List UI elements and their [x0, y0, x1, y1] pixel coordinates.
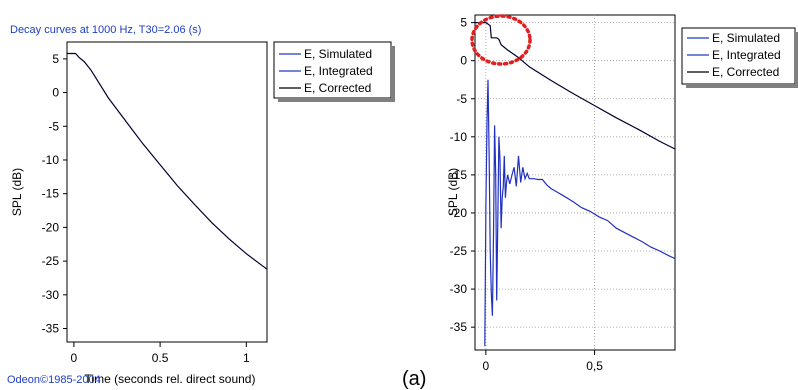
y-tick-label: -35	[42, 322, 60, 336]
right-series	[475, 22, 675, 347]
figure-caption: (a)	[402, 368, 426, 390]
series-line-e-simulated	[484, 79, 675, 347]
y-tick-label: 0	[460, 54, 467, 68]
left-x-axis-label: Time (seconds rel. direct sound)	[85, 372, 256, 386]
y-tick-label: -35	[450, 320, 468, 334]
x-tick-label: 0	[483, 359, 490, 373]
x-tick-label: 0.5	[152, 351, 169, 365]
left-y-axis-label: SPL (dB)	[10, 168, 24, 216]
y-tick-label: -30	[450, 282, 468, 296]
left-chart-title: Decay curves at 1000 Hz, T30=2.06 (s)	[10, 24, 201, 36]
y-tick-label: 5	[52, 52, 59, 66]
y-tick-label: 5	[460, 16, 467, 30]
x-tick-label: 0,5	[586, 359, 603, 373]
y-tick-label: -10	[450, 130, 468, 144]
left-x-ticks: 0 0.5 1	[71, 342, 250, 365]
series-line-e-corrected	[475, 22, 675, 150]
left-chart: Decay curves at 1000 Hz, T30=2.06 (s) 5 0…	[7, 24, 395, 386]
y-tick-label: -25	[450, 244, 468, 258]
y-tick-label: 0	[52, 86, 59, 100]
y-tick-label: -20	[450, 206, 468, 220]
x-tick-label: 1	[243, 351, 250, 365]
y-tick-label: -15	[42, 187, 60, 201]
left-y-ticks: 5 0 -5 -10 -15 -20 -25 -30 -35	[42, 52, 67, 336]
right-chart: 50-5-10-15-20-25-30-35 0 0,5 SPL (dB) E, …	[446, 14, 798, 373]
right-plot-area	[474, 14, 676, 351]
legend-label-corrected: E, Corrected	[712, 65, 779, 79]
legend-label-integrated: E, Integrated	[304, 64, 373, 78]
y-tick-label: -5	[48, 119, 59, 133]
y-tick-label: -30	[42, 288, 60, 302]
initial-plateau-highlight-circle	[470, 14, 532, 66]
left-footer-copyright: Odeon©1985-2004	[7, 374, 101, 386]
series-line-e-corrected	[67, 52, 267, 270]
y-tick-label: -15	[450, 168, 468, 182]
legend-label-simulated: E, Simulated	[304, 47, 372, 61]
x-tick-label: 0	[71, 351, 78, 365]
legend-label-integrated: E, Integrated	[712, 48, 781, 62]
right-x-ticks: 0 0,5	[483, 350, 603, 373]
y-tick-label: -25	[42, 254, 60, 268]
right-legend: E, Simulated E, Integrated E, Corrected	[681, 27, 798, 88]
legend-label-simulated: E, Simulated	[712, 31, 780, 45]
y-tick-label: -10	[42, 153, 60, 167]
left-legend: E, Simulated E, Integrated E, Corrected	[273, 41, 395, 102]
y-tick-label: -20	[42, 220, 60, 234]
legend-label-corrected: E, Corrected	[304, 81, 371, 95]
left-series	[67, 52, 267, 270]
right-grid	[475, 15, 675, 350]
y-tick-label: -5	[456, 92, 467, 106]
right-y-axis-label: SPL (dB)	[446, 168, 460, 216]
right-y-ticks: 5 0 -5 -10 -15 -20 -25 -30 -35	[450, 16, 475, 334]
left-plot-area	[66, 41, 268, 343]
